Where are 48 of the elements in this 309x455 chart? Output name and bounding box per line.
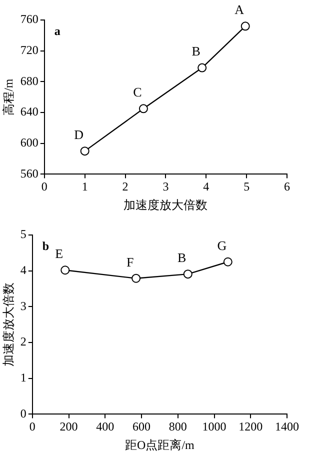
y-tick-label: 4 <box>20 262 26 277</box>
x-tick-label: 6 <box>284 180 290 194</box>
y-tick-label: 0 <box>20 406 26 420</box>
y-tick-label: 680 <box>20 74 38 88</box>
x-tick-label: 0 <box>41 180 48 194</box>
y-tick-label: 720 <box>20 42 38 57</box>
annotation: E <box>55 246 64 262</box>
annotation: C <box>133 84 142 100</box>
x-tick-label: 4 <box>203 180 210 194</box>
annotation: B <box>178 250 187 265</box>
point <box>132 274 141 283</box>
x-tick-label: 1000 <box>202 420 226 434</box>
point <box>138 104 148 114</box>
x-tick-label: 1400 <box>275 420 299 434</box>
x-axis-title: 距O点距离/m <box>125 438 196 452</box>
annotation: F <box>126 254 134 270</box>
y-tick-label: 3 <box>20 298 26 313</box>
x-tick-label: 200 <box>60 420 78 434</box>
y-tick-label: 1 <box>20 370 26 385</box>
y-tick-label: 600 <box>20 136 38 150</box>
x-tick-label: 1 <box>82 180 88 194</box>
annotation: D <box>74 126 84 142</box>
point <box>223 257 232 266</box>
point <box>183 270 192 279</box>
point <box>60 266 70 275</box>
x-axis-title: 加速度放大倍数 <box>124 198 208 212</box>
y-tick-label: 760 <box>20 12 38 26</box>
x-tick-label: 5 <box>244 180 250 194</box>
x-tick-label: 800 <box>168 420 187 434</box>
annotation: B <box>192 44 201 59</box>
x-tick-label: 3 <box>162 180 169 194</box>
point <box>240 22 250 31</box>
y-axis-title: 高程/m <box>1 78 16 116</box>
y-tick-label: 5 <box>20 227 26 242</box>
chart-title: a <box>54 24 60 38</box>
y-tick-label: 2 <box>20 334 26 349</box>
y-tick-label: 560 <box>20 166 38 180</box>
y-axis-title: 加速度放大倍数 <box>1 282 16 367</box>
annotation: G <box>217 238 227 253</box>
x-tick-label: 1200 <box>238 420 263 434</box>
chart-title: b <box>42 239 50 254</box>
x-tick-label: 400 <box>96 420 114 434</box>
point <box>80 146 90 156</box>
x-tick-label: 600 <box>132 420 151 434</box>
annotation: A <box>234 2 245 18</box>
point <box>198 63 207 72</box>
x-tick-label: 2 <box>122 180 128 194</box>
y-tick-label: 640 <box>20 104 38 119</box>
